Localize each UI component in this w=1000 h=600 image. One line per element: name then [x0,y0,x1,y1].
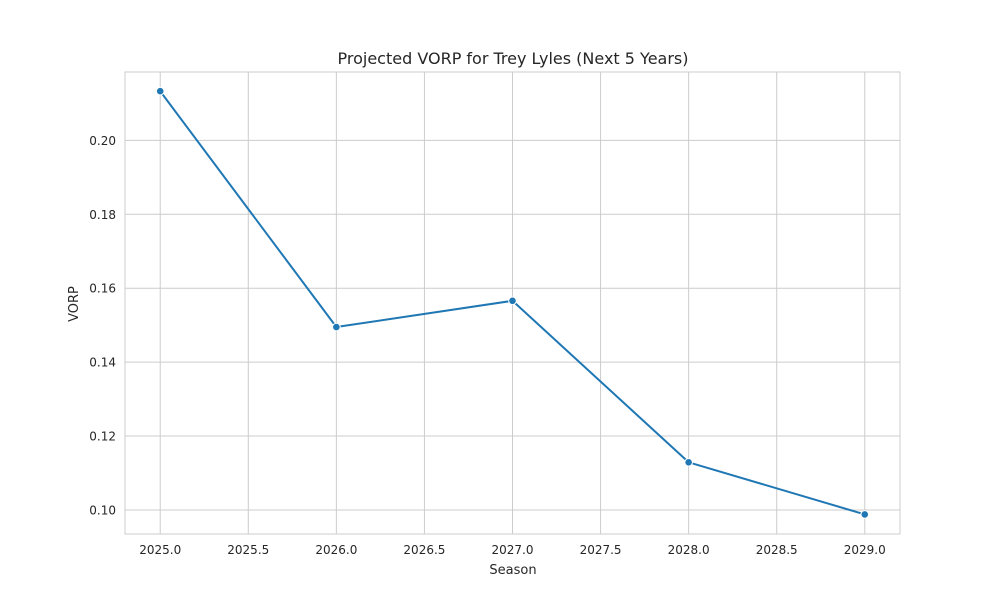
y-tick-label: 0.16 [89,282,116,296]
x-tick-labels: 2025.0 2025.5 2026.0 2026.5 2027.0 2027.5 2028… [139,543,886,557]
x-tick-label: 2029.0 [844,543,886,557]
x-tick-label: 2025.0 [139,543,181,557]
y-gridlines [125,139,900,511]
x-tick-label: 2027.0 [492,543,534,557]
data-point [332,322,341,332]
y-tick-label: 0.20 [89,134,116,148]
plot-frame [124,71,901,535]
y-axis-label: VORP [67,286,82,322]
y-tick-label: 0.10 [89,503,116,517]
chart-title: Projected VORP for Trey Lyles (Next 5 Ye… [337,49,688,68]
y-tick-labels: 0.10 0.12 0.14 0.16 0.18 0.20 [89,134,116,518]
series-layer [155,86,870,519]
y-tick-label: 0.18 [89,208,116,222]
x-tick-label: 2028.0 [668,543,710,557]
y-tick-label: 0.14 [89,356,116,370]
x-gridlines [159,72,866,534]
data-point [684,457,693,467]
x-tick-label: 2025.5 [227,543,269,557]
x-tick-label: 2026.0 [315,543,357,557]
x-tick-label: 2027.5 [580,543,622,557]
data-point [155,86,165,96]
data-point [860,510,870,519]
x-tick-label: 2026.5 [403,543,445,557]
data-point [508,296,517,306]
x-axis-label: Season [489,563,536,578]
x-tick-label: 2028.5 [756,543,798,557]
y-tick-label: 0.12 [89,430,116,444]
